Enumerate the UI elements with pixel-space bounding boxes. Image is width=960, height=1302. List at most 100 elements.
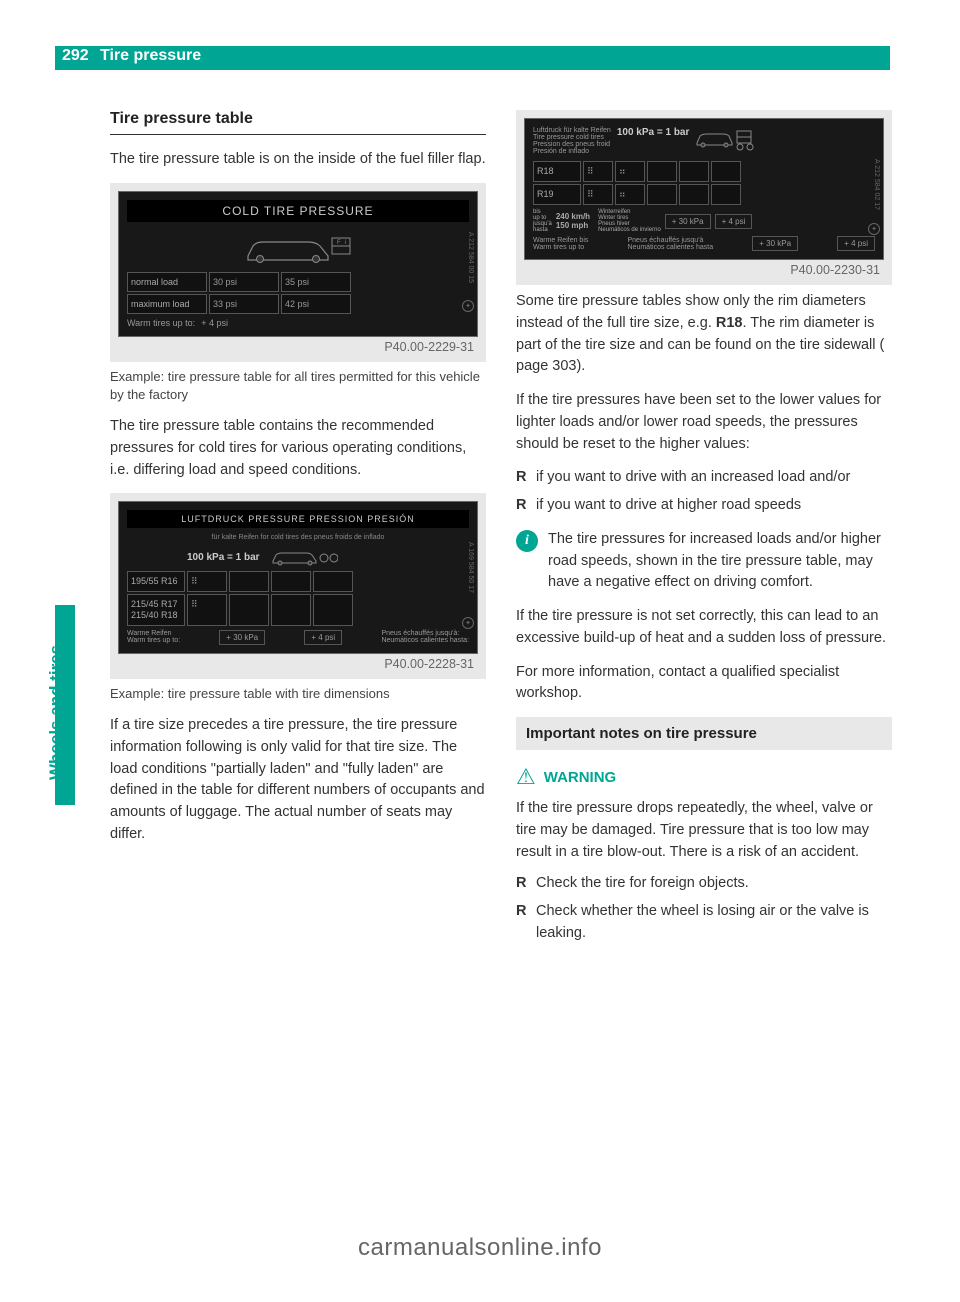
page-number: 292 xyxy=(62,47,89,65)
box: + 4 psi xyxy=(715,214,753,229)
cell xyxy=(229,571,269,592)
tire-label-3: Luftdruck für kalte Reifen Tire pressure… xyxy=(524,118,884,260)
cell: 33 psi xyxy=(209,294,279,314)
svg-text:i: i xyxy=(345,240,346,246)
box: + 30 kPa xyxy=(665,214,711,229)
figure2-title: LUFTDRUCK PRESSURE PRESSION PRESIÓN xyxy=(127,510,469,528)
figure1-bottom: Warm tires up to: + 4 psi xyxy=(127,318,469,328)
right-column: Luftdruck für kalte Reifen Tire pressure… xyxy=(516,110,892,957)
part-badge: A 212 584 00 15 xyxy=(467,232,474,283)
right-para2: If the tire pressures have been set to t… xyxy=(516,390,892,455)
bullet-item: R if you want to drive with an increased… xyxy=(516,467,892,489)
warm-right: Pneus échauffés jusqu'à: Neumáticos cali… xyxy=(381,630,469,644)
figure2-grid: 195/55 R16 ⠿ 215/45 R17215/40 R18 ⠿ xyxy=(127,571,469,626)
kpa-text: 100 kPa = 1 bar xyxy=(617,127,690,138)
figure-1: COLD TIRE PRESSURE F i nor xyxy=(110,183,486,362)
figure2-bottom: Warme Reifen Warm tires up to: + 30 kPa … xyxy=(127,630,469,645)
cell xyxy=(711,184,741,205)
bullet-marker-icon: R xyxy=(516,495,528,517)
cell: ⠶ xyxy=(615,161,645,182)
row-label: 195/55 R16 xyxy=(127,571,185,592)
bullet-marker-icon: R xyxy=(516,467,528,489)
warm-left: Warme Reifen Warm tires up to: xyxy=(127,630,180,644)
side-label: Wheels and tires xyxy=(46,645,66,780)
cell xyxy=(313,594,353,626)
warning-header: ⚠ WARNING xyxy=(516,764,892,790)
mb-logo-icon: ✦ xyxy=(462,617,474,629)
part-badge: A 169 584 50 17 xyxy=(467,542,474,593)
warning-label: WARNING xyxy=(544,769,617,786)
car-outline-icon xyxy=(695,127,755,151)
header-title: Tire pressure xyxy=(100,47,201,65)
tire-label-2: LUFTDRUCK PRESSURE PRESSION PRESIÓN für … xyxy=(118,501,478,654)
figure1-grid: normal load 30 psi 35 psi maximum load 3… xyxy=(127,272,469,314)
cell xyxy=(271,571,311,592)
part-badge: A 212 584 02 17 xyxy=(873,159,880,210)
mb-logo-icon: ✦ xyxy=(462,300,474,312)
row-label: normal load xyxy=(127,272,207,292)
header-left: Luftdruck für kalte Reifen Tire pressure… xyxy=(533,127,611,155)
figure2-caption: P40.00-2228-31 xyxy=(118,654,478,671)
speed-row: bis up to jusqu'à hasta 240 km/h 150 mph… xyxy=(533,209,875,233)
bullet-list: R if you want to drive with an increased… xyxy=(516,467,892,517)
figure1-desc: Example: tire pressure table for all tir… xyxy=(110,368,486,404)
svg-text:F: F xyxy=(337,240,341,246)
row-label: 215/45 R17215/40 R18 xyxy=(127,594,185,626)
bullet-item: R Check the tire for foreign objects. xyxy=(516,873,892,895)
intro-text: The tire pressure table is on the inside… xyxy=(110,149,486,171)
bullet-item: R Check whether the wheel is losing air … xyxy=(516,901,892,945)
section-divider xyxy=(110,134,486,135)
figure3-header: Luftdruck für kalte Reifen Tire pressure… xyxy=(533,127,875,155)
cell: 42 psi xyxy=(281,294,351,314)
section-heading: Important notes on tire pressure xyxy=(516,717,892,750)
right-para3: If the tire pressure is not set correctl… xyxy=(516,606,892,650)
warning-triangle-icon: ⚠ xyxy=(516,764,536,790)
box: + 30 kPa xyxy=(752,236,798,251)
row-label: maximum load xyxy=(127,294,207,314)
section-title: Tire pressure table xyxy=(110,110,486,128)
footer-watermark: carmanualsonline.info xyxy=(0,1234,960,1262)
content-columns: Tire pressure table The tire pressure ta… xyxy=(110,110,892,957)
info-text: The tire pressures for increased loads a… xyxy=(548,529,892,594)
cell xyxy=(229,594,269,626)
cell: ⠿ xyxy=(187,571,227,592)
warning-body: If the tire pressure drops repeatedly, t… xyxy=(516,798,892,863)
car-outline-icon: F i xyxy=(238,232,358,264)
cell: ⠿ xyxy=(187,594,227,626)
figure3-grid: R18 ⠿ ⠶ R19 ⠿ ⠶ xyxy=(533,161,875,205)
cell: 35 psi xyxy=(281,272,351,292)
warm-label: Warm tires up to: xyxy=(127,318,195,328)
manual-page: 292 Tire pressure Wheels and tires Tire … xyxy=(0,0,960,1302)
mb-logo-icon: ✦ xyxy=(868,223,880,235)
cell: ⠶ xyxy=(615,184,645,205)
cell: ⠿ xyxy=(583,184,613,205)
figure2-desc: Example: tire pressure table with tire d… xyxy=(110,685,486,703)
cell xyxy=(679,161,709,182)
bullet-item: R if you want to drive at higher road sp… xyxy=(516,495,892,517)
kpa-text: 100 kPa = 1 bar xyxy=(127,552,260,563)
right-para1: Some tire pressure tables show only the … xyxy=(516,291,892,378)
cell: ⠿ xyxy=(583,161,613,182)
bullet-marker-icon: R xyxy=(516,901,528,945)
box: + 4 psi xyxy=(304,630,342,645)
left-column: Tire pressure table The tire pressure ta… xyxy=(110,110,486,957)
bullet-text: if you want to drive at higher road spee… xyxy=(536,495,801,517)
bullet-marker-icon: R xyxy=(516,873,528,895)
figure1-caption: P40.00-2229-31 xyxy=(118,337,478,354)
kpa-row: 100 kPa = 1 bar xyxy=(127,545,469,571)
cell xyxy=(647,161,677,182)
tire-label-1: COLD TIRE PRESSURE F i nor xyxy=(118,191,478,337)
para3: If a tire size precedes a tire pressure,… xyxy=(110,715,486,846)
box: + 4 psi xyxy=(837,236,875,251)
bullet-text: if you want to drive with an increased l… xyxy=(536,467,850,489)
cell: 30 psi xyxy=(209,272,279,292)
warm-left: Warme Reifen bis Warm tires up to xyxy=(533,237,588,251)
warning-bullets: R Check the tire for foreign objects. R … xyxy=(516,873,892,944)
bullet-text: Check the tire for foreign objects. xyxy=(536,873,749,895)
car-icon-row: F i xyxy=(127,228,469,272)
warm-right: Pneus échauffés jusqu'à Neumáticos calie… xyxy=(628,237,714,251)
para2: The tire pressure table contains the rec… xyxy=(110,416,486,481)
cell xyxy=(711,161,741,182)
car-outline-icon xyxy=(268,547,338,567)
cell xyxy=(271,594,311,626)
